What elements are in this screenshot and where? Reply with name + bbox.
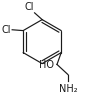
Text: Cl: Cl — [2, 25, 11, 35]
Text: Cl: Cl — [24, 2, 34, 12]
Text: NH₂: NH₂ — [59, 84, 77, 94]
Text: HO: HO — [39, 60, 54, 70]
